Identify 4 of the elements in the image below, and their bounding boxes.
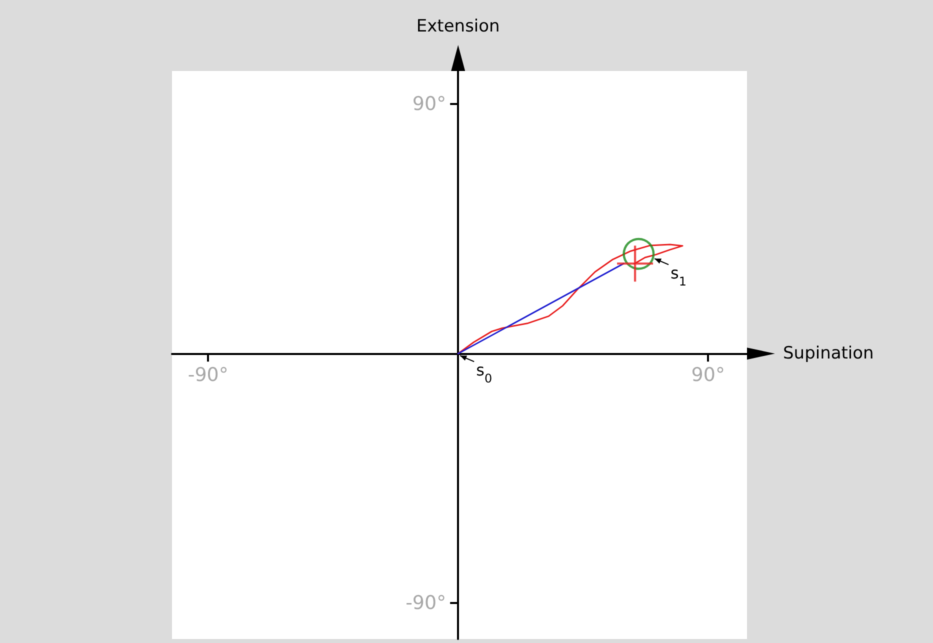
- x-axis-title: Supination: [783, 344, 874, 364]
- annotation: s$_{0}$: [476, 360, 492, 386]
- y-axis-title: Extension: [416, 16, 500, 36]
- annotation: s$_{1}$: [670, 264, 687, 289]
